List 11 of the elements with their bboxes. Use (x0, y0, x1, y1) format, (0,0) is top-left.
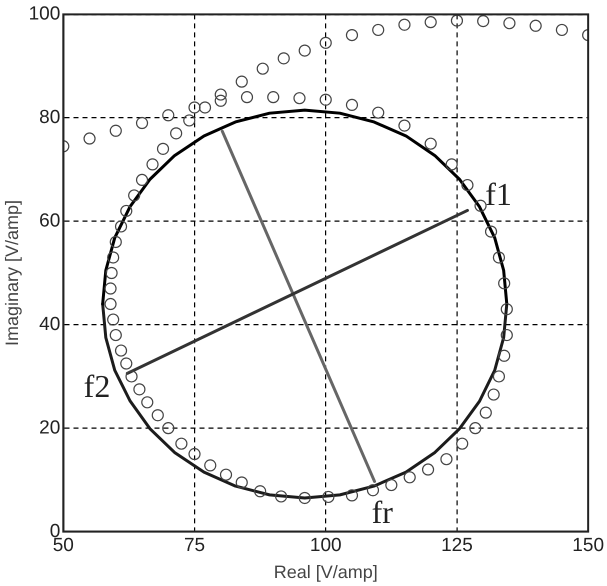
x-tick-label: 100 (310, 535, 342, 556)
y-tick-label: 20 (39, 417, 60, 438)
y-axis-title: Imaginary [V/amp] (2, 200, 22, 346)
x-tick-label: 75 (184, 535, 206, 556)
x-tick-label: 150 (572, 535, 604, 556)
y-tick-label: 40 (39, 314, 60, 335)
y-tick-label: 100 (28, 4, 60, 25)
y-tick-label: 80 (39, 107, 60, 128)
x-axis-title: Real [V/amp] (274, 562, 378, 582)
y-tick-label: 60 (39, 210, 60, 232)
x-tick-label: 125 (441, 535, 473, 556)
